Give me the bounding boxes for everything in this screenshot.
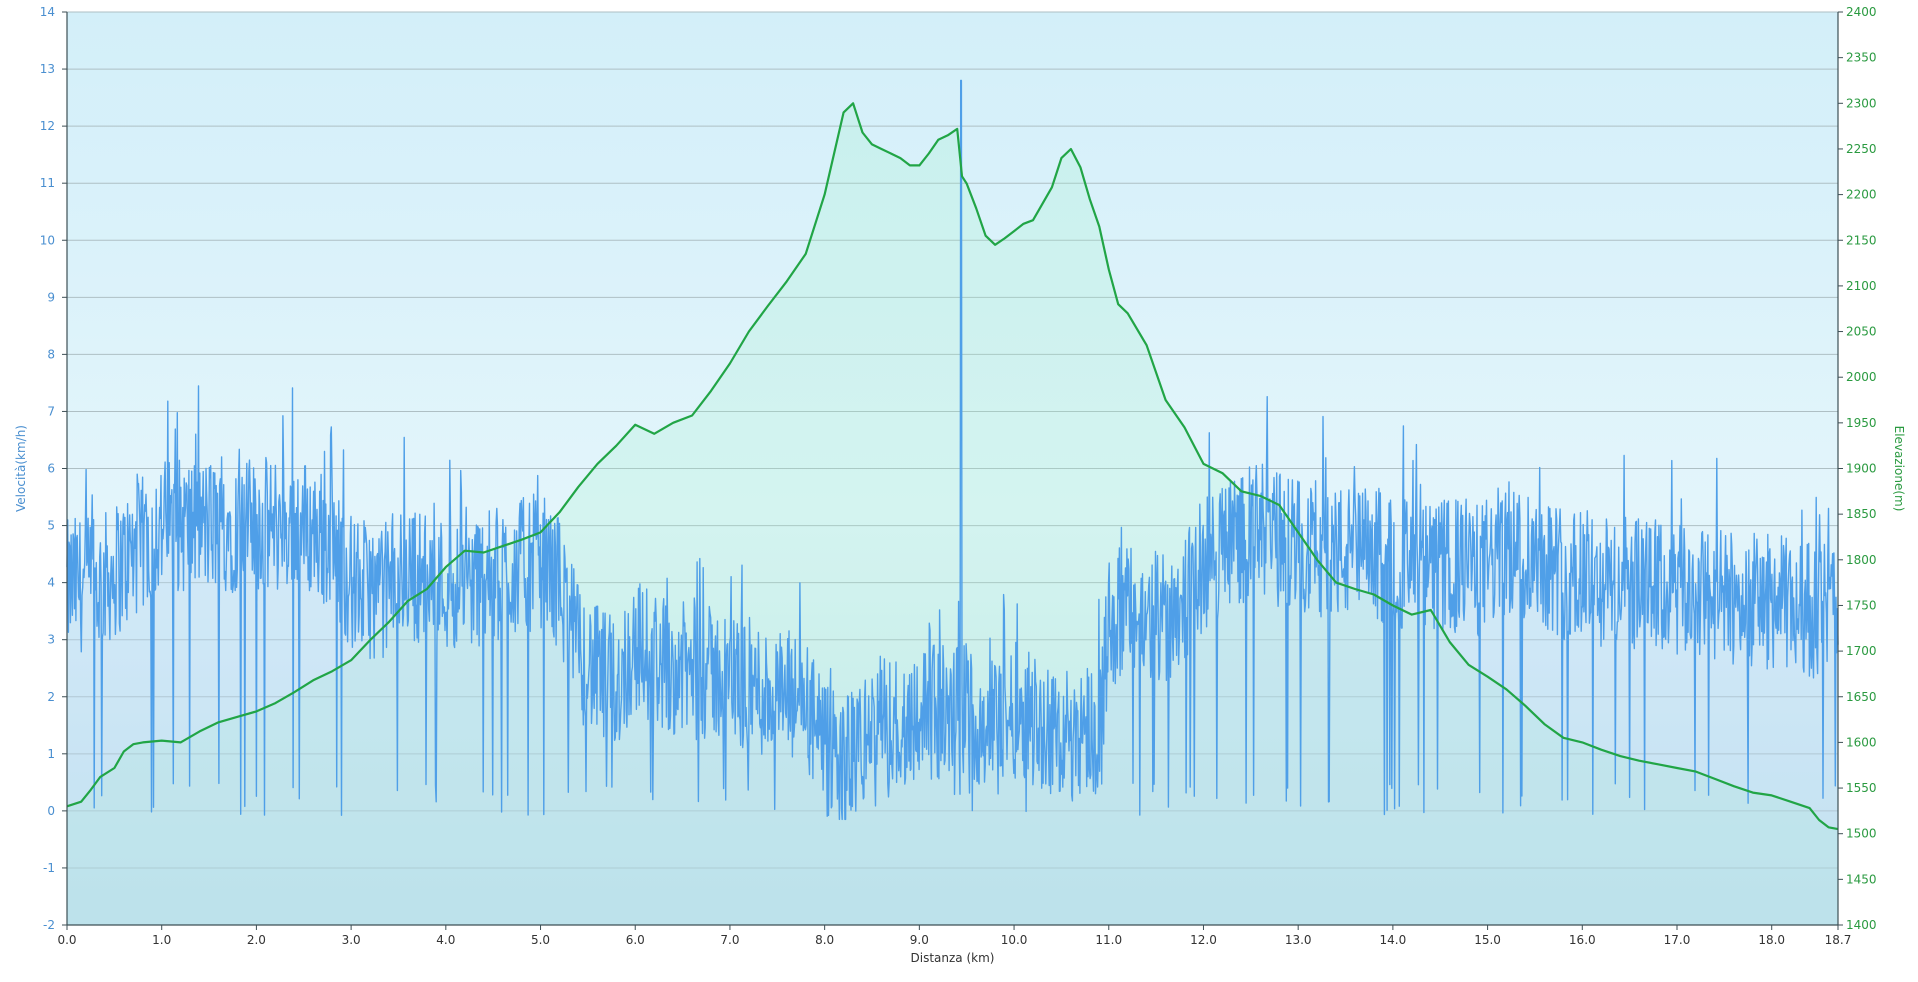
x-axis-tick-label: 5.0	[531, 933, 550, 947]
x-axis-title: Distanza (km)	[911, 951, 995, 965]
x-axis-tick-label: 11.0	[1095, 933, 1122, 947]
left-axis-title: Velocità(km/h)	[14, 425, 28, 512]
x-axis-tick-label: 14.0	[1380, 933, 1407, 947]
right-axis-tick-label: 1550	[1846, 781, 1877, 795]
right-axis-tick-label: 1950	[1846, 416, 1877, 430]
x-axis-tick-label: 9.0	[910, 933, 929, 947]
right-axis-tick-label: 1900	[1846, 462, 1877, 476]
left-axis-tick-label: 5	[47, 519, 55, 533]
right-axis-tick-label: 1650	[1846, 690, 1877, 704]
right-axis-tick-label: 1600	[1846, 735, 1877, 749]
x-axis-tick-label: 12.0	[1190, 933, 1217, 947]
right-axis-tick-label: 2200	[1846, 188, 1877, 202]
right-axis-tick-label: 2250	[1846, 142, 1877, 156]
left-axis-tick-label: 8	[47, 347, 55, 361]
x-axis-tick-label: 17.0	[1664, 933, 1691, 947]
speed-series-line	[66, 79, 1839, 821]
left-axis-tick-label: 3	[47, 633, 55, 647]
x-axis-tick-label: 7.0	[720, 933, 739, 947]
x-axis-tick-label: 18.0	[1758, 933, 1785, 947]
x-axis-tick-label: 2.0	[247, 933, 266, 947]
x-axis-tick-label: 10.0	[1001, 933, 1028, 947]
left-axis-tick-label: 13	[40, 62, 55, 76]
x-axis-tick-label: 18.7	[1825, 933, 1852, 947]
left-axis-tick-label: 4	[47, 576, 55, 590]
right-axis-tick-label: 2100	[1846, 279, 1877, 293]
right-axis-tick-label: 2400	[1846, 5, 1877, 19]
right-axis-tick-label: 1850	[1846, 507, 1877, 521]
right-axis-tick-label: 2350	[1846, 51, 1877, 65]
left-axis-tick-label: 9	[47, 290, 55, 304]
left-axis-tick-label: 7	[47, 404, 55, 418]
x-axis-tick-label: 8.0	[815, 933, 834, 947]
right-axis-tick-label: 2300	[1846, 96, 1877, 110]
right-axis-tick-label: 2150	[1846, 233, 1877, 247]
x-axis-tick-label: 16.0	[1569, 933, 1596, 947]
x-axis-tick-label: 0.0	[57, 933, 76, 947]
x-axis-tick-label: 4.0	[436, 933, 455, 947]
right-axis-tick-label: 1500	[1846, 827, 1877, 841]
left-axis-tick-label: 0	[47, 804, 55, 818]
x-axis-tick-label: 13.0	[1285, 933, 1312, 947]
x-axis-tick-label: 3.0	[342, 933, 361, 947]
left-axis-tick-label: 11	[40, 176, 55, 190]
right-axis-tick-label: 2050	[1846, 325, 1877, 339]
left-axis-tick-label: 6	[47, 462, 55, 476]
x-axis-tick-label: 1.0	[152, 933, 171, 947]
right-axis-tick-label: 1750	[1846, 598, 1877, 612]
right-axis-tick-label: 2000	[1846, 370, 1877, 384]
elevation-series-line	[66, 102, 1839, 831]
left-axis-tick-label: 2	[47, 690, 55, 704]
right-axis-tick-label: 1400	[1846, 918, 1877, 932]
x-axis-tick-label: 15.0	[1474, 933, 1501, 947]
x-axis-tick-label: 6.0	[626, 933, 645, 947]
left-axis-tick-label: 1	[47, 747, 55, 761]
left-axis-tick-label: 14	[40, 5, 55, 19]
right-axis-tick-label: 1450	[1846, 872, 1877, 886]
left-axis-tick-label: 12	[40, 119, 55, 133]
right-axis-title: Elevazione(m)	[1892, 426, 1906, 512]
left-axis-tick-label: 10	[40, 233, 55, 247]
left-axis-tick-label: -2	[43, 918, 55, 932]
left-axis-tick-label: -1	[43, 861, 55, 875]
right-axis-tick-label: 1800	[1846, 553, 1877, 567]
right-axis-tick-label: 1700	[1846, 644, 1877, 658]
